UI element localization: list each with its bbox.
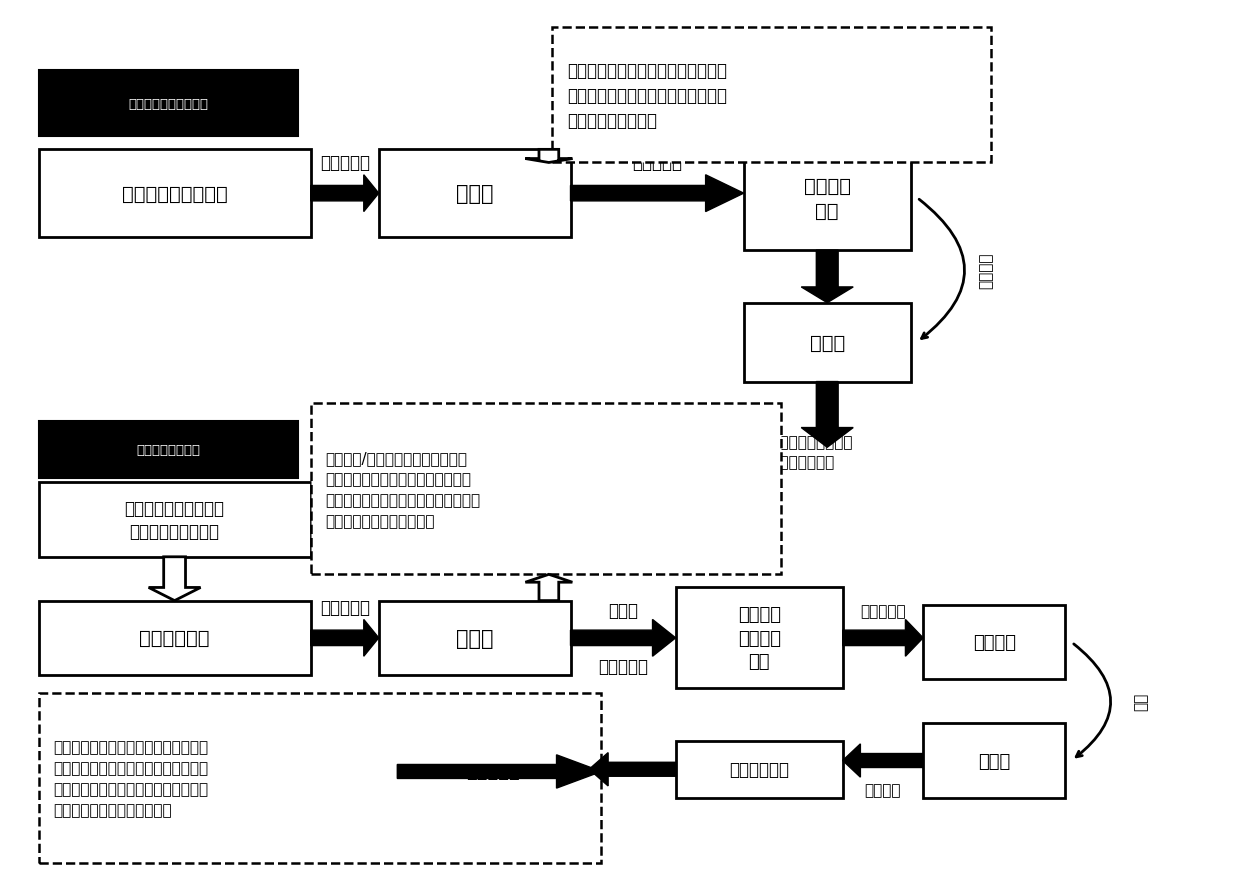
Text: 二棕榈酰磷脂酰甘油、
二硬脂酰磷脂酰胆碱: 二棕榈酰磷脂酰甘油、 二硬脂酰磷脂酰胆碱 <box>124 500 224 541</box>
FancyBboxPatch shape <box>378 601 570 675</box>
FancyBboxPatch shape <box>676 587 843 688</box>
FancyBboxPatch shape <box>397 732 589 811</box>
Text: 静电纺丝: 静电纺丝 <box>978 252 993 289</box>
FancyBboxPatch shape <box>378 150 570 238</box>
Text: 水合，超声: 水合，超声 <box>320 598 370 616</box>
Text: 蛋白质: 蛋白质 <box>608 601 639 619</box>
Text: 静电纺丝: 静电纺丝 <box>864 782 901 797</box>
FancyBboxPatch shape <box>676 741 843 798</box>
Text: 脂质体: 脂质体 <box>456 628 494 648</box>
Text: 玉米醇溶
蛋白: 玉米醇溶 蛋白 <box>804 176 851 220</box>
FancyArrow shape <box>843 620 923 657</box>
FancyArrow shape <box>311 176 378 212</box>
FancyBboxPatch shape <box>38 421 299 479</box>
Text: 传统脂质体虽然可以将精油包裹，但
在释放过程中，不可调控释放，起不
到预防菌类的产生。: 传统脂质体虽然可以将精油包裹，但 在释放过程中，不可调控释放，起不 到预防菌类的… <box>567 61 727 129</box>
Text: 脂质体: 脂质体 <box>456 184 494 204</box>
FancyBboxPatch shape <box>744 303 910 382</box>
Text: 水合，超声: 水合，超声 <box>320 154 370 172</box>
Text: 水凝胶技术路线图: 水凝胶技术路线图 <box>136 443 201 457</box>
FancyBboxPatch shape <box>38 71 299 137</box>
Text: 取少量加入: 取少量加入 <box>632 154 682 172</box>
Text: 取少量加入: 取少量加入 <box>861 604 905 619</box>
FancyBboxPatch shape <box>923 605 1065 680</box>
Text: 通过静电纺丝和流延技术结合可有效提
高静电纺丝膜的机械性能并起到定向释
放的效果，此外，还可改善基材因相容
性问题引起的膜分离的现象。: 通过静电纺丝和流延技术结合可有效提 高静电纺丝膜的机械性能并起到定向释 放的效果… <box>53 739 208 817</box>
FancyArrow shape <box>570 620 676 657</box>
FancyArrow shape <box>801 251 853 303</box>
FancyBboxPatch shape <box>311 404 781 575</box>
FancyArrow shape <box>843 744 923 777</box>
FancyBboxPatch shape <box>923 723 1065 798</box>
FancyArrow shape <box>397 755 601 788</box>
FancyArrow shape <box>526 575 573 601</box>
Text: 热敏蛋白
质复合脂
质体: 热敏蛋白 质复合脂 质体 <box>738 606 781 671</box>
FancyBboxPatch shape <box>38 483 311 558</box>
Text: 冻融，超声: 冻融，超声 <box>598 658 649 675</box>
FancyBboxPatch shape <box>38 601 311 675</box>
Text: 胆固醇、精油: 胆固醇、精油 <box>139 629 210 648</box>
FancyArrow shape <box>526 150 573 163</box>
Text: 双层抗菌膜: 双层抗菌膜 <box>466 763 520 781</box>
FancyArrow shape <box>149 558 201 601</box>
FancyArrow shape <box>570 176 744 212</box>
FancyBboxPatch shape <box>552 27 991 163</box>
Text: 抗菌膜: 抗菌膜 <box>810 334 844 352</box>
FancyBboxPatch shape <box>744 146 910 251</box>
Text: 复合热敏/蛋白质脂质体不但可以控
制释放效果，在温度相对偏高的储藏
环境中，膜流动性增大，结构变松散，
可有效的预防菌类的产生。: 复合热敏/蛋白质脂质体不但可以控 制释放效果，在温度相对偏高的储藏 环境中，膜流… <box>326 450 481 529</box>
FancyBboxPatch shape <box>38 150 311 238</box>
Text: 传统可生物降解膜线图: 传统可生物降解膜线图 <box>129 97 208 111</box>
FancyBboxPatch shape <box>38 693 601 863</box>
Text: 磷脂、胆固醇、精油: 磷脂、胆固醇、精油 <box>122 184 227 204</box>
Text: 单层膜: 单层膜 <box>978 752 1011 770</box>
FancyArrow shape <box>801 382 853 448</box>
FancyArrow shape <box>311 620 378 657</box>
Text: 玉米醇溶蛋白: 玉米醇溶蛋白 <box>729 760 789 779</box>
Text: 果胶溶液: 果胶溶液 <box>972 634 1016 651</box>
Text: 流延: 流延 <box>1133 693 1148 710</box>
FancyArrow shape <box>589 752 676 786</box>
Text: 静电纺丝膜因较差机械性能
限制了在实际的应用。: 静电纺丝膜因较差机械性能 限制了在实际的应用。 <box>744 435 853 470</box>
